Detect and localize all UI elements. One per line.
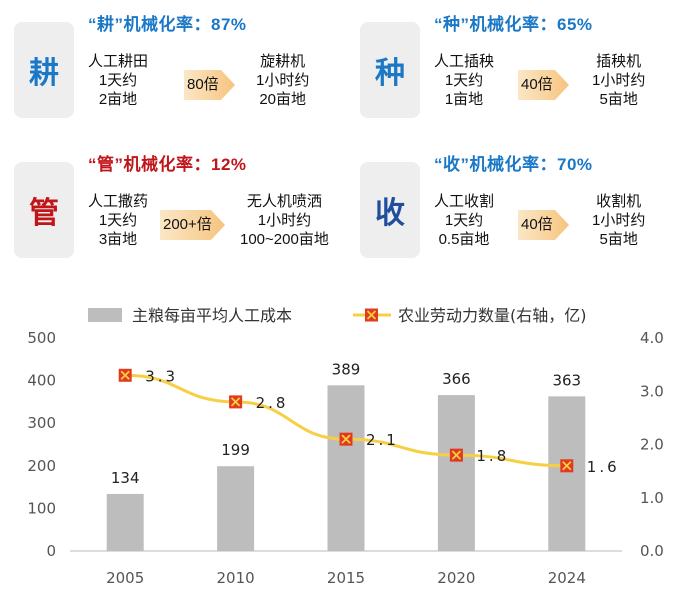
y-left-tick-label: 400	[27, 372, 56, 390]
line-value-label: 1.8	[476, 447, 509, 465]
machine-area: 5亩地	[599, 91, 638, 108]
y-left-tick-label: 200	[27, 457, 56, 475]
machine-area: 5亩地	[599, 231, 638, 248]
icon-guan: 管	[14, 162, 74, 258]
line-value-label: 3.3	[145, 367, 178, 385]
manual-rate: 1天约	[98, 72, 138, 89]
machine-method: 插秧机 1小时约 5亩地	[592, 52, 645, 109]
machine-method: 收割机 1小时约 5亩地	[592, 192, 645, 249]
y-right-tick-label: 1.0	[640, 489, 664, 507]
machine-rate: 1小时约	[257, 212, 312, 229]
manual-label: 人工撒药	[88, 193, 149, 210]
multiplier-arrow: 80倍	[184, 70, 235, 100]
bar	[327, 385, 365, 551]
manual-method: 人工收割 1天约 0.5亩地	[434, 192, 494, 249]
manual-area: 1亩地	[444, 91, 484, 108]
machine-label: 收割机	[596, 193, 642, 210]
y-right-tick-label: 3.0	[640, 382, 664, 400]
legend-swatch-marker-cross	[366, 310, 377, 320]
chart-legend: 主粮每亩平均人工成本 农业劳动力数量(右轴，亿)	[88, 306, 587, 325]
y-right-tick-label: 0.0	[640, 542, 664, 560]
machine-method: 旋耕机 1小时约 20亩地	[256, 52, 309, 109]
bar	[548, 396, 586, 551]
legend-swatch-bar	[88, 308, 122, 322]
bar-value-label: 366	[442, 370, 471, 388]
x-tick-label: 2015	[327, 569, 365, 587]
line-marker-cross	[230, 397, 241, 407]
card-title: “收”机械化率：70%	[434, 155, 593, 174]
manual-rate: 1天约	[444, 72, 484, 89]
card-shou: “收”机械化率：70% 收 人工收割 1天约 0.5亩地 40倍 收割机 1小时…	[346, 140, 684, 260]
card-title: “管”机械化率：12%	[88, 155, 247, 174]
y-axis-left: 0 100 200 300 400 500	[27, 329, 56, 560]
y-left-tick-label: 500	[27, 329, 56, 347]
line-marker-cross	[120, 370, 130, 380]
icon-shou: 收	[360, 162, 420, 258]
bar-series: 134 199 389 366 363	[106, 360, 586, 551]
line-series: 3.3 2.8 2.1 1.8 1.6	[118, 367, 620, 476]
manual-method: 人工插秧 1天约 1亩地	[434, 52, 494, 109]
x-axis-ticks: 2005 2010 2015 2020 2024	[106, 569, 586, 587]
y-right-tick-label: 4.0	[640, 329, 664, 347]
manual-method: 人工耕田 1天约 2亩地	[88, 52, 148, 109]
x-tick-label: 2005	[106, 569, 144, 587]
bar	[217, 466, 255, 551]
machine-label: 无人机喷洒	[246, 193, 322, 210]
manual-rate: 1天约	[444, 212, 484, 229]
line-marker-cross	[341, 434, 351, 444]
manual-area: 0.5亩地	[438, 231, 490, 248]
manual-label: 人工插秧	[434, 53, 495, 70]
line-value-label: 1.6	[587, 458, 620, 476]
icon-zhong: 种	[360, 22, 420, 118]
y-left-tick-label: 0	[46, 542, 56, 560]
card-geng: “耕”机械化率：87% 耕 人工耕田 1天约 2亩地 80倍 旋耕机 1小时约 …	[0, 0, 338, 120]
y-right-tick-label: 2.0	[640, 436, 664, 454]
x-tick-label: 2024	[548, 569, 586, 587]
manual-method: 人工撒药 1天约 3亩地	[88, 192, 148, 249]
legend-label-line: 农业劳动力数量(右轴，亿)	[398, 306, 587, 325]
line-marker-cross	[562, 461, 572, 471]
bar-value-label: 199	[221, 441, 250, 459]
machine-rate: 1小时约	[592, 72, 646, 89]
multiplier-arrow: 40倍	[518, 70, 569, 100]
bar-value-label: 363	[552, 371, 581, 389]
legend-label-bar: 主粮每亩平均人工成本	[132, 306, 292, 325]
line-value-label: 2.8	[256, 394, 289, 412]
y-axis-right: 0.0 1.0 2.0 3.0 4.0	[640, 329, 664, 560]
line-marker-cross	[451, 450, 462, 460]
combo-chart: 主粮每亩平均人工成本 农业劳动力数量(右轴，亿) 0 100 200 300 400 50…	[27, 306, 664, 587]
machine-area: 20亩地	[259, 91, 307, 108]
machine-area: 100~200亩地	[240, 231, 329, 248]
machine-rate: 1小时约	[256, 72, 310, 89]
manual-rate: 1天约	[98, 212, 138, 229]
y-left-tick-label: 300	[27, 414, 56, 432]
line-value-label: 2.1	[366, 431, 399, 449]
card-title: “种”机械化率：65%	[434, 15, 593, 34]
manual-label: 人工收割	[434, 193, 495, 210]
bar-value-label: 134	[111, 469, 140, 487]
bar	[106, 493, 144, 551]
card-title: “耕”机械化率：87%	[88, 15, 247, 34]
bar-value-label: 389	[332, 360, 361, 378]
machine-method: 无人机喷洒 1小时约 100~200亩地	[240, 192, 329, 249]
machine-label: 旋耕机	[260, 53, 306, 70]
manual-area: 3亩地	[98, 231, 138, 248]
icon-geng: 耕	[14, 22, 74, 118]
manual-label: 人工耕田	[88, 53, 149, 70]
y-left-tick-label: 100	[27, 499, 56, 517]
machine-label: 插秧机	[596, 53, 642, 70]
bar	[437, 395, 475, 551]
manual-area: 2亩地	[98, 91, 138, 108]
x-tick-label: 2010	[217, 569, 255, 587]
multiplier-arrow: 40倍	[518, 210, 569, 240]
machine-rate: 1小时约	[592, 212, 646, 229]
card-guan: “管”机械化率：12% 管 人工撒药 1天约 3亩地 200+倍 无人机喷洒 1…	[0, 140, 338, 260]
x-tick-label: 2020	[437, 569, 475, 587]
card-zhong: “种”机械化率：65% 种 人工插秧 1天约 1亩地 40倍 插秧机 1小时约 …	[346, 0, 684, 120]
multiplier-arrow: 200+倍	[160, 210, 225, 240]
